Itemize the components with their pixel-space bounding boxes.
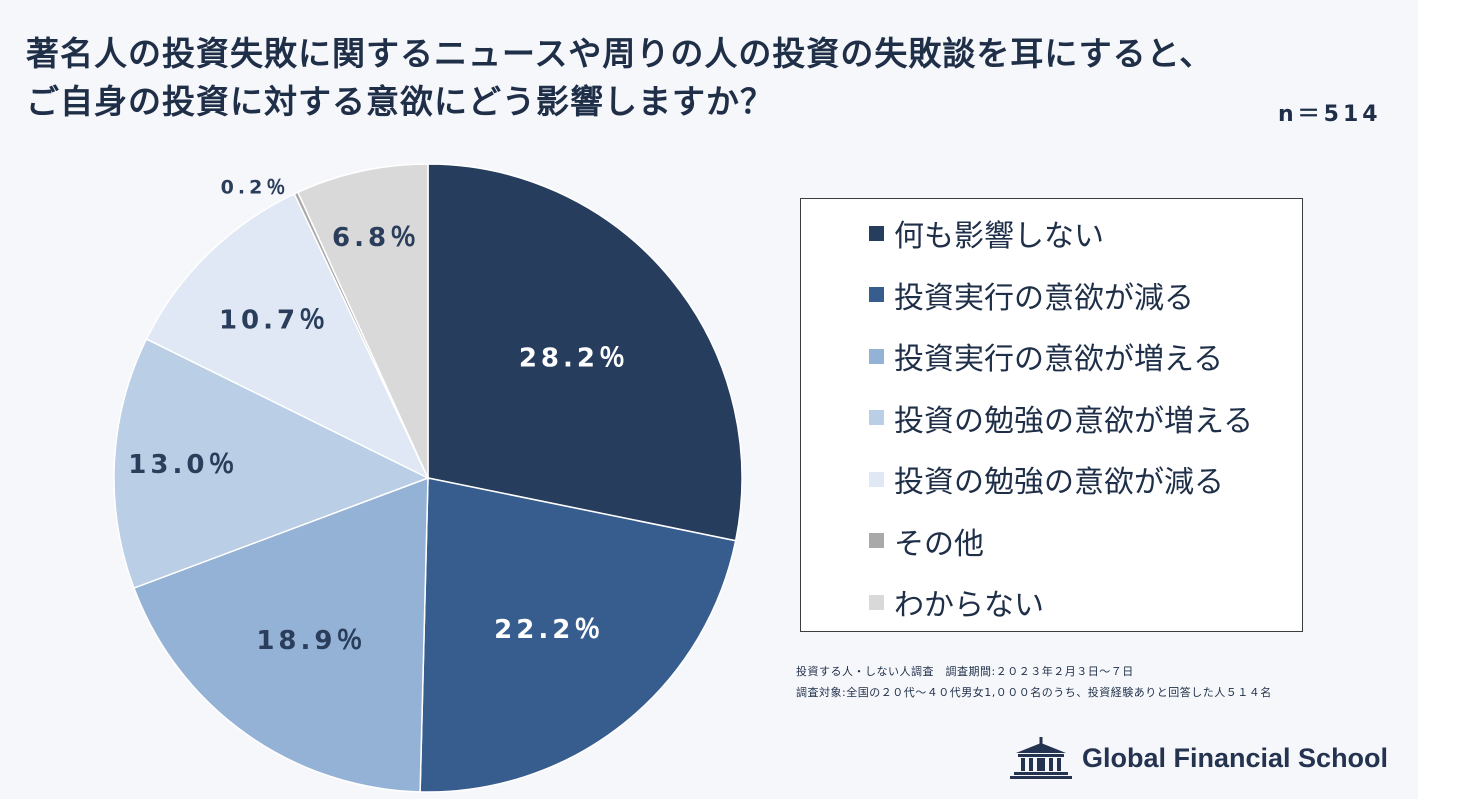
legend-swatch	[869, 594, 884, 610]
pie-slice-5	[145, 192, 430, 480]
title-line-1: 著名人の投資失敗に関するニュースや周りの人の投資の失敗談を耳にすると、	[26, 34, 1214, 73]
legend-item-1: 何も影響しない	[869, 213, 1104, 254]
data-label-6: 0.2％	[221, 177, 290, 199]
legend-label: 投資実行の意欲が増える	[894, 342, 1224, 377]
legend-label: その他	[894, 526, 984, 562]
legend-item-4: 投資の勉強の意欲が増える	[869, 398, 1254, 439]
sample-size: n＝514	[1278, 102, 1382, 127]
pie-chart: 28.2％ 22.2％ 18.9％ 13.0％ 10.7％ 0.2％ 6.8％	[113, 163, 743, 793]
school-building-icon	[1010, 737, 1072, 779]
data-label-5: 10.7％	[219, 306, 329, 336]
pie-slice-1	[427, 163, 743, 542]
legend-label: わからない	[894, 588, 1044, 623]
legend-swatch	[869, 287, 884, 302]
data-label-4: 13.0％	[128, 450, 238, 480]
source-note: 投資する人・しない人調査 調査期間:２０２３年２月３日～７日 調査対象:全国の２…	[796, 661, 1272, 703]
chart-title: 著名人の投資失敗に関するニュースや周りの人の投資の失敗談を耳にすると、 ご自身の…	[26, 30, 1213, 126]
data-label-2: 22.2％	[494, 615, 604, 645]
legend-swatch	[869, 348, 884, 364]
legend-swatch	[869, 410, 884, 425]
legend-item-7: わからない	[869, 582, 1044, 623]
legend-label: 投資の勉強の意欲が減る	[894, 465, 1224, 500]
pie-slice-4	[113, 337, 430, 590]
legend-item-5: 投資の勉強の意欲が減る	[869, 459, 1224, 500]
chart-panel: 著名人の投資失敗に関するニュースや周りの人の投資の失敗談を耳にすると、 ご自身の…	[26, 30, 1389, 793]
data-label-3: 18.9％	[256, 626, 366, 656]
legend-label: 投資実行の意欲が減る	[894, 280, 1194, 316]
pie-slice-2	[419, 477, 737, 793]
legend-swatch	[869, 225, 884, 241]
legend-item-3: 投資実行の意欲が増える	[869, 336, 1224, 377]
logo-text: Global Financial School	[1082, 742, 1389, 773]
legend-label: 投資の勉強の意欲が増える	[894, 403, 1254, 439]
legend-swatch	[869, 533, 884, 548]
legend-item-2: 投資実行の意欲が減る	[869, 275, 1194, 316]
source-line-1: 投資する人・しない人調査 調査期間:２０２３年２月３日～７日	[796, 665, 1134, 678]
data-label-1: 28.2％	[519, 343, 629, 373]
legend-label: 何も影響しない	[894, 219, 1104, 254]
pie-slice-7	[296, 163, 429, 479]
legend: 何も影響しない投資実行の意欲が減る 投資実行の意欲が増える 投資の勉強の意欲が増える…	[800, 198, 1303, 632]
logo: Global Financial School	[1010, 737, 1388, 779]
data-label-7: 6.8％	[332, 223, 420, 253]
legend-item-6: その他	[869, 521, 984, 562]
source-line-2: 調査対象:全国の２０代～４０代男女1,０００名のうち、投資経験ありと回答した人５…	[796, 686, 1272, 699]
pie-slice-3	[132, 476, 429, 793]
legend-swatch	[869, 471, 884, 487]
title-line-2: ご自身の投資に対する意欲にどう影響しますか？	[26, 82, 774, 121]
